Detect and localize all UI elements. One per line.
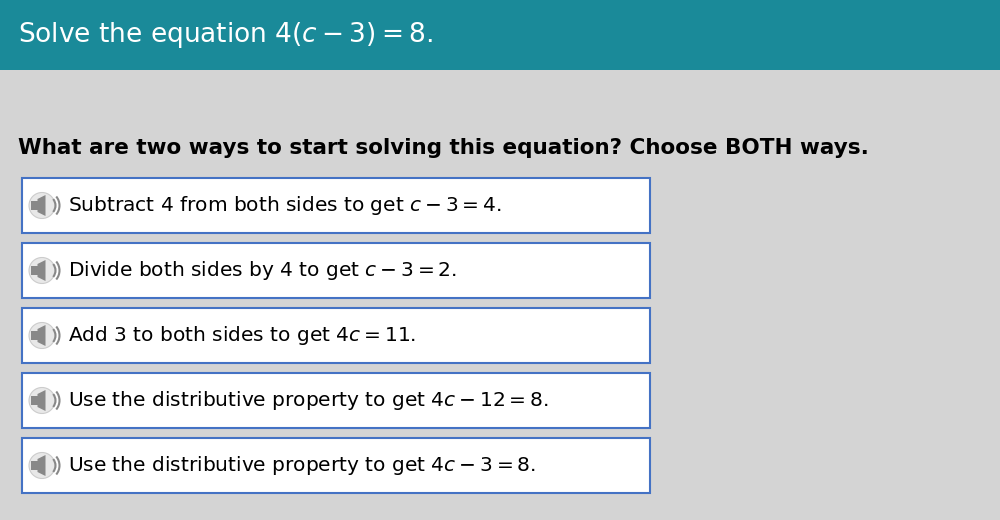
Polygon shape	[38, 195, 46, 216]
Ellipse shape	[29, 257, 55, 283]
FancyBboxPatch shape	[22, 438, 650, 493]
Text: Use the distributive property to get $4c-3=8.$: Use the distributive property to get $4c…	[68, 454, 536, 477]
Ellipse shape	[29, 452, 55, 478]
Text: Subtract 4 from both sides to get $c-3=4.$: Subtract 4 from both sides to get $c-3=4…	[68, 194, 502, 217]
Text: Solve the equation $4(c-3)=8.$: Solve the equation $4(c-3)=8.$	[18, 20, 433, 50]
FancyBboxPatch shape	[0, 0, 1000, 70]
Ellipse shape	[29, 387, 55, 413]
FancyBboxPatch shape	[30, 201, 38, 210]
Text: Add 3 to both sides to get $4c=11.$: Add 3 to both sides to get $4c=11.$	[68, 324, 416, 347]
Ellipse shape	[29, 192, 55, 218]
Text: Use the distributive property to get $4c-12=8.$: Use the distributive property to get $4c…	[68, 389, 549, 412]
Text: What are two ways to start solving this equation? Choose BOTH ways.: What are two ways to start solving this …	[18, 138, 869, 158]
FancyBboxPatch shape	[30, 396, 38, 405]
Polygon shape	[38, 390, 46, 411]
FancyBboxPatch shape	[30, 331, 38, 340]
FancyBboxPatch shape	[22, 178, 650, 233]
FancyBboxPatch shape	[30, 461, 38, 470]
Polygon shape	[38, 455, 46, 476]
Text: Divide both sides by 4 to get $c-3=2.$: Divide both sides by 4 to get $c-3=2.$	[68, 259, 457, 282]
FancyBboxPatch shape	[22, 373, 650, 428]
FancyBboxPatch shape	[22, 243, 650, 298]
FancyBboxPatch shape	[22, 308, 650, 363]
Ellipse shape	[29, 322, 55, 348]
FancyBboxPatch shape	[30, 266, 38, 275]
Polygon shape	[38, 325, 46, 346]
Polygon shape	[38, 260, 46, 281]
